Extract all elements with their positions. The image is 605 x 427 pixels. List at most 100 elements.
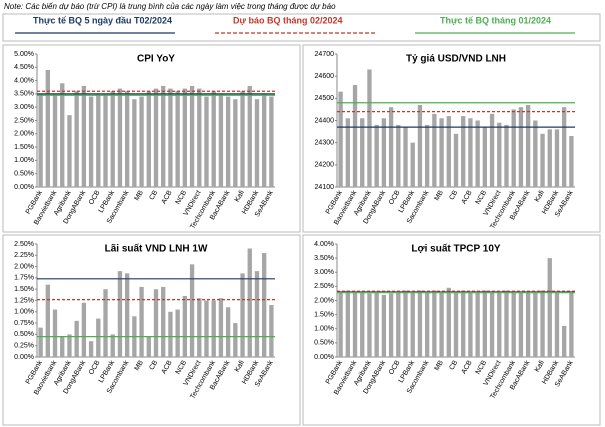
y-tick-label: 24500 bbox=[315, 95, 335, 102]
bar bbox=[189, 264, 195, 357]
legend-label: Thực tế BQ 5 ngày đầu T02/2024 bbox=[33, 15, 172, 25]
bar bbox=[117, 271, 123, 357]
bar bbox=[381, 294, 387, 357]
bar bbox=[168, 88, 173, 187]
chart-title: Lãi suất VND LNH 1W bbox=[105, 243, 208, 255]
bar bbox=[562, 325, 567, 357]
bar bbox=[475, 120, 480, 187]
bar bbox=[161, 85, 166, 187]
bar bbox=[247, 248, 252, 357]
chart-title: Lợi suất TPCP 10Y bbox=[411, 243, 501, 255]
bar bbox=[374, 124, 379, 187]
y-tick-label: 1.25% bbox=[14, 297, 34, 304]
bar bbox=[182, 88, 188, 187]
y-tick-label: 1.00% bbox=[314, 326, 334, 333]
bar bbox=[38, 93, 43, 187]
y-tick-label: 1.00% bbox=[14, 157, 34, 164]
bar bbox=[338, 292, 343, 357]
y-tick-label: 0.50% bbox=[14, 331, 34, 338]
bar bbox=[124, 91, 130, 187]
bar bbox=[74, 91, 79, 187]
bar bbox=[52, 93, 58, 187]
bar bbox=[182, 295, 188, 357]
y-tick-label: 0.00% bbox=[14, 184, 34, 191]
y-tick-label: 3.00% bbox=[314, 269, 334, 276]
bar bbox=[396, 292, 401, 357]
bar bbox=[554, 129, 560, 187]
y-tick-label: 2.25% bbox=[14, 252, 34, 259]
bar bbox=[569, 136, 574, 187]
bar bbox=[211, 300, 216, 357]
bar bbox=[175, 309, 180, 357]
bar bbox=[432, 290, 437, 357]
y-tick-label: 0.50% bbox=[14, 171, 34, 178]
bar bbox=[482, 127, 488, 187]
y-tick-label: 24700 bbox=[315, 51, 335, 58]
bar bbox=[439, 292, 444, 357]
y-tick-label: 24200 bbox=[315, 162, 335, 169]
y-tick-label: 0.00% bbox=[14, 354, 34, 361]
bar bbox=[424, 124, 430, 187]
bar bbox=[161, 286, 166, 357]
y-tick-label: 0.50% bbox=[314, 340, 334, 347]
bar bbox=[146, 91, 151, 187]
bar bbox=[446, 287, 451, 357]
bar bbox=[345, 118, 350, 187]
bar bbox=[175, 91, 180, 187]
bar bbox=[233, 323, 238, 357]
y-tick-label: 0.00% bbox=[314, 354, 334, 361]
bar bbox=[262, 253, 267, 357]
y-tick-label: 2.00% bbox=[14, 131, 34, 138]
bar bbox=[533, 120, 538, 187]
y-tick-label: 5.00% bbox=[14, 51, 34, 58]
bar bbox=[367, 69, 372, 187]
bar bbox=[424, 292, 430, 357]
y-tick-label: 4.00% bbox=[14, 77, 34, 84]
bar bbox=[547, 129, 552, 187]
bar bbox=[547, 258, 552, 357]
bar bbox=[497, 122, 502, 187]
y-tick-label: 1.75% bbox=[14, 275, 34, 282]
bar bbox=[338, 91, 343, 187]
bar bbox=[482, 290, 488, 357]
bar bbox=[146, 336, 151, 357]
y-tick-label: 3.50% bbox=[14, 91, 34, 98]
legend-label: Dự báo BQ tháng 02/2024 bbox=[233, 15, 343, 25]
bar bbox=[439, 118, 444, 187]
y-tick-label: 1.00% bbox=[14, 309, 34, 316]
bar bbox=[110, 91, 115, 187]
bar bbox=[269, 96, 274, 187]
bar bbox=[410, 142, 415, 187]
chart-title: CPI YoY bbox=[137, 54, 175, 65]
bar bbox=[110, 334, 115, 357]
bar bbox=[432, 113, 437, 187]
bar bbox=[453, 292, 459, 357]
bar bbox=[117, 88, 123, 187]
bar bbox=[96, 93, 101, 187]
note: Note: Các biến dự báo (trừ CPI) là trung… bbox=[4, 2, 336, 11]
bar bbox=[388, 107, 394, 187]
bar bbox=[352, 292, 358, 357]
bar bbox=[525, 104, 531, 187]
bar bbox=[197, 298, 202, 357]
bar bbox=[489, 292, 495, 357]
y-tick-label: 24400 bbox=[315, 117, 335, 124]
bar bbox=[139, 96, 144, 187]
y-tick-label: 2.00% bbox=[314, 297, 334, 304]
bar bbox=[189, 85, 195, 187]
bar bbox=[60, 336, 65, 357]
bar bbox=[218, 298, 224, 357]
bar bbox=[103, 93, 108, 187]
x-tick-label: CB bbox=[448, 189, 459, 201]
x-tick-label: CB bbox=[148, 189, 159, 201]
y-tick-label: 0.25% bbox=[14, 343, 34, 350]
bar bbox=[540, 133, 545, 187]
bar bbox=[518, 292, 524, 357]
bar bbox=[262, 93, 267, 187]
bar bbox=[417, 290, 423, 357]
y-tick-label: 1.50% bbox=[14, 144, 34, 151]
bar bbox=[88, 341, 94, 357]
bar bbox=[504, 290, 509, 357]
bar bbox=[525, 292, 531, 357]
x-tick-label: CB bbox=[148, 359, 159, 371]
